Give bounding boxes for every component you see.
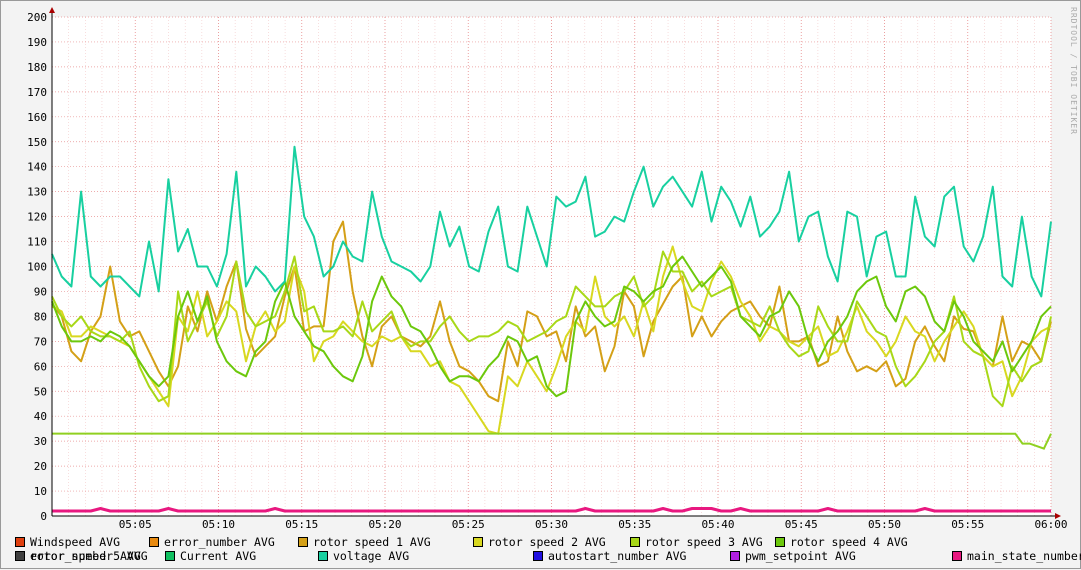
x-tick-label: 05:20 <box>368 518 401 531</box>
constant-series-line <box>51 432 1052 450</box>
series-line-5 <box>51 255 1052 398</box>
legend-swatch <box>15 537 25 547</box>
y-tick-label: 180 <box>27 61 47 74</box>
legend-item: Current AVG <box>165 549 256 563</box>
x-tick-label: 05:45 <box>785 518 818 531</box>
y-tick-label: 110 <box>27 236 47 249</box>
series-line-11 <box>52 507 1051 513</box>
y-tick-label: 70 <box>34 335 47 348</box>
legend-swatch <box>149 537 159 547</box>
y-tick-label: 130 <box>27 186 47 199</box>
y-tick-label: 190 <box>27 36 47 49</box>
legend-item: Windspeed AVG <box>15 535 120 549</box>
y-tick-label: 60 <box>34 360 47 373</box>
legend-label: autostart_number AVG <box>548 549 687 563</box>
y-tick-label: 200 <box>27 11 47 24</box>
y-tick-label: 80 <box>34 310 47 323</box>
x-tick-label: 05:50 <box>868 518 901 531</box>
legend-swatch <box>473 537 483 547</box>
legend-item: main_state_number AVG <box>952 549 1081 563</box>
y-tick-label: 10 <box>34 485 47 498</box>
legend-label: error_number AVG <box>30 549 141 563</box>
x-tick-label: 05:10 <box>202 518 235 531</box>
legend-label: rotor speed 1 AVG <box>313 535 431 549</box>
legend-label: main_state_number AVG <box>967 549 1081 563</box>
legend-label: error_number AVG <box>164 535 275 549</box>
legend-swatch <box>775 537 785 547</box>
legend-swatch <box>165 551 175 561</box>
rrdtool-watermark: RRDTOOL / TOBI OETIKER <box>1069 7 1078 135</box>
y-tick-label: 30 <box>34 435 47 448</box>
y-tick-label: 100 <box>27 261 47 274</box>
y-tick-label: 40 <box>34 410 47 423</box>
legend-label: Current AVG <box>180 549 257 563</box>
y-axis-arrow <box>49 7 55 13</box>
series-line-2 <box>51 220 1052 403</box>
x-tick-label: 05:15 <box>285 518 318 531</box>
series-line-3 <box>51 245 1052 435</box>
x-tick-label: 05:55 <box>951 518 984 531</box>
legend-swatch <box>15 551 25 561</box>
legend: Windspeed AVG error_number AVG rotor speed… <box>15 535 1081 567</box>
y-tick-label: 120 <box>27 211 47 224</box>
legend-label: voltage AVG <box>333 549 410 563</box>
x-axis-arrow <box>1055 513 1061 519</box>
legend-item: error_number AVG <box>15 549 141 563</box>
x-tick-label: 06:00 <box>1034 518 1067 531</box>
y-tick-label: 50 <box>34 385 47 398</box>
y-tick-label: 20 <box>34 460 47 473</box>
legend-label: rotor speed 5 AVG <box>30 549 148 563</box>
legend-swatch <box>318 551 328 561</box>
series-line-4 <box>51 250 1052 408</box>
x-tick-label: 05:25 <box>452 518 485 531</box>
x-tick-label: 05:35 <box>618 518 651 531</box>
x-tick-label: 05:40 <box>701 518 734 531</box>
x-tick-label: 05:05 <box>119 518 152 531</box>
legend-item: error_number AVG <box>149 535 275 549</box>
legend-swatch <box>730 551 740 561</box>
legend-item: rotor speed 1 AVG <box>298 535 431 549</box>
y-tick-label: 140 <box>27 161 47 174</box>
legend-item: rotor speed 2 AVG <box>473 535 606 549</box>
legend-item: rotor speed 4 AVG <box>775 535 908 549</box>
legend-swatch <box>630 537 640 547</box>
y-tick-label: 90 <box>34 285 47 298</box>
legend-label: rotor speed 3 AVG <box>645 535 763 549</box>
y-tick-label: 150 <box>27 136 47 149</box>
x-tick-label: 05:30 <box>535 518 568 531</box>
legend-item: rotor speed 3 AVG <box>630 535 763 549</box>
legend-label: rotor speed 4 AVG <box>790 535 908 549</box>
legend-item: voltage AVG <box>318 549 409 563</box>
legend-swatch <box>298 537 308 547</box>
legend-item: pwm_setpoint AVG <box>730 549 856 563</box>
series-line-8 <box>51 145 1052 298</box>
legend-item: autostart_number AVG <box>533 549 686 563</box>
legend-label: Windspeed AVG <box>30 535 121 549</box>
y-tick-label: 170 <box>27 86 47 99</box>
legend-swatch <box>952 551 962 561</box>
legend-label: pwm_setpoint AVG <box>745 549 856 563</box>
legend-label: rotor speed 2 AVG <box>488 535 606 549</box>
y-tick-label: 160 <box>27 111 47 124</box>
y-tick-label: 0 <box>40 510 47 523</box>
legend-swatch <box>533 551 543 561</box>
